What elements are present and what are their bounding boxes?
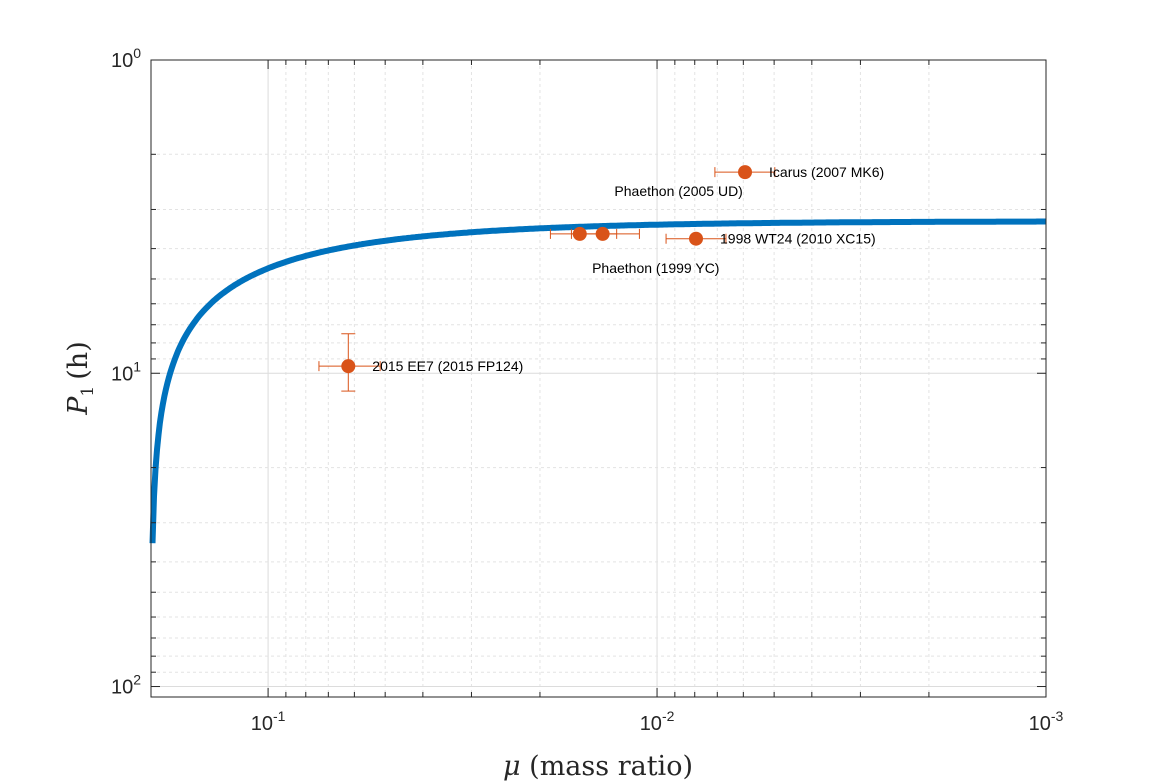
- ticks: 10-1 10-2 10-3 100 101 102: [111, 45, 1064, 735]
- points-group: Icarus (2007 MK6) Phaethon (2005 UD) Phaet…: [318, 164, 884, 392]
- data-point-label: 2015 EE7 (2015 FP124): [372, 358, 523, 374]
- x-tick-label: 10-2: [640, 708, 675, 735]
- curve-group: [149, 218, 1046, 544]
- x-axis-label-text: (mass ratio): [529, 751, 693, 782]
- y-axis-label-text: (h): [63, 341, 94, 379]
- data-point-marker: [738, 165, 753, 180]
- data-point-group: Icarus (2007 MK6): [714, 164, 884, 180]
- x-tick-label: 10-1: [251, 708, 286, 735]
- data-point-label: Phaethon (2005 UD): [614, 183, 742, 199]
- data-point-label: 1998 WT24 (2010 XC15): [720, 231, 876, 247]
- data-point-group: 2015 EE7 (2015 FP124): [318, 333, 523, 392]
- y-tick-label: 101: [111, 358, 141, 385]
- x-axis-label: μ (mass ratio): [503, 751, 693, 782]
- data-point-label: Icarus (2007 MK6): [769, 164, 884, 180]
- data-point-marker: [572, 226, 587, 241]
- data-point-group: 1998 WT24 (2010 XC15): [665, 231, 876, 247]
- x-axis-label-symbol: μ: [503, 751, 521, 782]
- data-point-label: Phaethon (1999 YC): [592, 260, 719, 276]
- model-curve: [149, 218, 1046, 544]
- y-tick-label: 102: [111, 672, 141, 699]
- grid: [150, 59, 1047, 697]
- data-point-marker: [341, 359, 356, 374]
- axes-box: [150, 59, 1047, 698]
- data-point-group: Phaethon (1999 YC): [549, 226, 719, 276]
- data-point-marker: [689, 231, 704, 246]
- y-tick-label: 100: [111, 45, 141, 72]
- y-axis-label: P1 (h): [63, 341, 98, 415]
- y-axis-label-sub: 1: [78, 386, 98, 397]
- x-tick-label: 10-3: [1029, 708, 1064, 735]
- y-axis-label-symbol: P: [63, 396, 94, 416]
